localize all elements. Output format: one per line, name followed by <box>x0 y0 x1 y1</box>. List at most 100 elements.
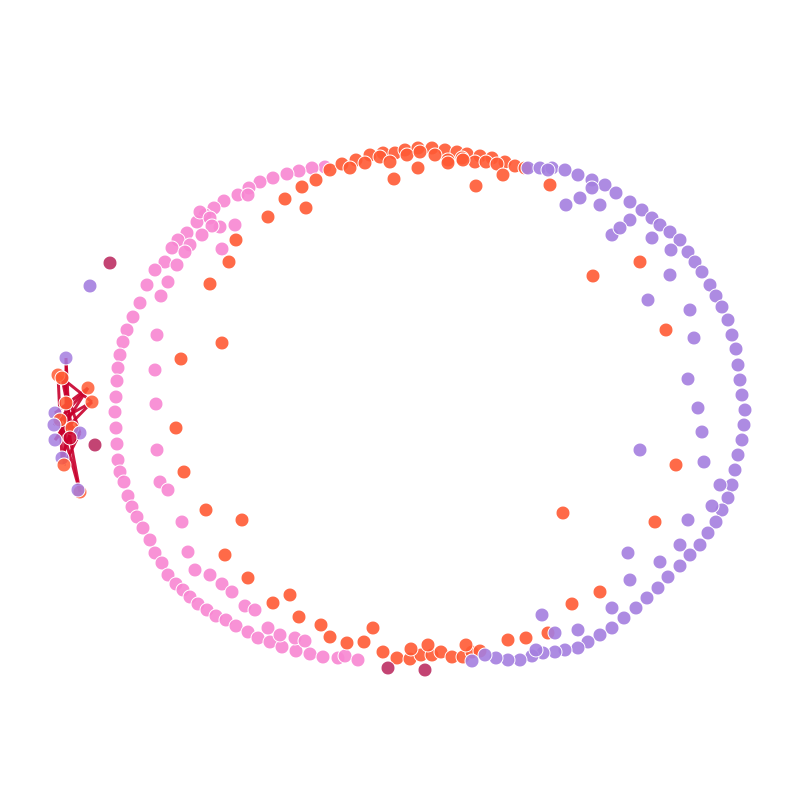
scatter-point-s1-34 <box>228 232 244 248</box>
scatter-point-s1-20 <box>399 147 415 163</box>
scatter-point-s2-42 <box>628 600 644 616</box>
scatter-point-s1-41 <box>198 502 214 518</box>
scatter-point-s2-62 <box>662 267 678 283</box>
scatter-point-s2-28 <box>734 432 750 448</box>
scatter-point-s2-27 <box>736 417 752 433</box>
scatter-point-s0-14 <box>164 240 180 256</box>
scatter-point-s1-17 <box>357 155 373 171</box>
scatter-point-s2-87 <box>612 220 628 236</box>
scatter-point-s2-66 <box>680 371 696 387</box>
scatter-point-s0-17 <box>139 277 155 293</box>
scatter-point-s0-70 <box>147 362 163 378</box>
scatter-point-s1-48 <box>313 617 329 633</box>
ring-points-layer <box>82 140 753 678</box>
scatter-point-s1-66 <box>564 596 580 612</box>
scatter-point-s1-33 <box>298 200 314 216</box>
scatter-point-s1-21 <box>412 144 428 160</box>
scatter-point-s2-32 <box>720 490 736 506</box>
scatter-point-s0-75 <box>174 514 190 530</box>
scatter-point-s0-61 <box>214 241 230 257</box>
scatter-point-s0-21 <box>115 334 131 350</box>
scatter-point-s1-68 <box>555 505 571 521</box>
scatter-point-s1-51 <box>356 634 372 650</box>
scatter-point-s2-3 <box>557 162 573 178</box>
scatter-point-s2-67 <box>690 400 706 416</box>
scatter-point-s1-47 <box>291 609 307 625</box>
scatter-point-s2-7 <box>608 185 624 201</box>
scatter-point-s1-29 <box>308 172 324 188</box>
scatter-point-s0-68 <box>153 288 169 304</box>
scatter-point-s0-86 <box>297 633 313 649</box>
scatter-point-s2-83 <box>558 197 574 213</box>
scatter-point-s1-38 <box>173 351 189 367</box>
scatter-point-s1-19 <box>382 154 398 170</box>
scatter-point-s1-81 <box>403 641 419 657</box>
scatter-point-s1-49 <box>322 629 338 645</box>
scatter-point-s0-56 <box>337 648 353 664</box>
cluster-point-4 <box>84 394 100 410</box>
scatter-point-s0-62 <box>204 218 220 234</box>
scatter-point-s1-78 <box>440 155 456 171</box>
scatter-point-s2-40 <box>650 580 666 596</box>
scatter-point-s0-78 <box>202 567 218 583</box>
cluster-point-5 <box>58 395 74 411</box>
scatter-point-s0-36 <box>142 532 158 548</box>
scatter-point-s1-36 <box>202 276 218 292</box>
scatter-point-s2-36 <box>692 537 708 553</box>
scatter-point-s2-16 <box>694 264 710 280</box>
scatter-point-s0-47 <box>228 618 244 634</box>
scatter-point-s1-30 <box>294 179 310 195</box>
scatter-point-s2-38 <box>672 558 688 574</box>
scatter-point-s0-22 <box>112 347 128 363</box>
scatter-point-s2-74 <box>652 554 668 570</box>
scatter-point-s2-22 <box>728 341 744 357</box>
scatter-point-s2-57 <box>592 197 608 213</box>
scatter-point-s2-71 <box>704 498 720 514</box>
scatter-point-s0-23 <box>110 360 126 376</box>
scatter-point-s2-59 <box>622 212 638 228</box>
scatter-point-s1-82 <box>420 637 436 653</box>
scatter-point-s2-73 <box>672 537 688 553</box>
scatter-point-s2-44 <box>604 620 620 636</box>
scatter-point-s1-76 <box>468 178 484 194</box>
scatter-point-s0-18 <box>132 295 148 311</box>
scatter-point-s0-83 <box>260 620 276 636</box>
scatter-point-s2-56 <box>464 653 480 669</box>
scatter-point-s1-71 <box>658 322 674 338</box>
cluster-point-2 <box>54 370 70 386</box>
scatter-point-s0-87 <box>240 187 256 203</box>
scatter-point-s2-20 <box>720 312 736 328</box>
scatter-point-s2-76 <box>620 545 636 561</box>
scatter-point-s2-60 <box>644 230 660 246</box>
scatter-point-s2-72 <box>680 512 696 528</box>
scatter-point-s0-72 <box>149 442 165 458</box>
scatter-point-s2-64 <box>682 302 698 318</box>
scatter-point-s0-69 <box>149 327 165 343</box>
scatter-point-s2-63 <box>640 292 656 308</box>
scatter-point-s0-35 <box>135 520 151 536</box>
scatter-point-s1-31 <box>277 191 293 207</box>
scatter-point-s0-31 <box>116 474 132 490</box>
scatter-point-s0-82 <box>247 602 263 618</box>
scatter-point-s2-43 <box>616 610 632 626</box>
scatter-point-s1-37 <box>214 335 230 351</box>
scatter-point-s1-50 <box>339 635 355 651</box>
scatter-point-s1-39 <box>168 420 184 436</box>
scatter-point-s2-65 <box>686 330 702 346</box>
scatter-point-s1-0 <box>322 162 338 178</box>
scatter-point-s0-26 <box>107 404 123 420</box>
scatter-point-s1-35 <box>221 254 237 270</box>
scatter-point-s1-40 <box>176 464 192 480</box>
scatter-point-s0-71 <box>148 396 164 412</box>
scatter-point-s2-39 <box>660 569 676 585</box>
scatter-point-s1-22 <box>427 147 443 163</box>
scatter-point-s2-30 <box>727 462 743 478</box>
scatter-point-s2-68 <box>694 424 710 440</box>
cluster-point-0 <box>58 350 74 366</box>
cluster-point-11 <box>62 430 78 446</box>
scatter-point-s1-45 <box>265 595 281 611</box>
scatter-point-s2-55 <box>477 647 493 663</box>
scatter-point-s3-2 <box>417 662 433 678</box>
scatter-point-s1-64 <box>518 630 534 646</box>
